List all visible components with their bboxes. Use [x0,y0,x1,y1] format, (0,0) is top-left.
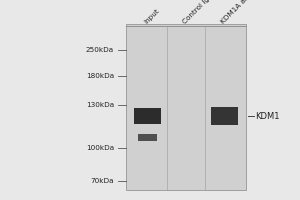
Text: KDM1: KDM1 [255,112,280,121]
Bar [138,134,158,141]
Text: 70kDa: 70kDa [91,178,114,184]
Text: Control IgG: Control IgG [182,0,215,25]
Text: KDM1A antibody: KDM1A antibody [220,0,267,25]
Text: 130kDa: 130kDa [86,102,114,108]
Text: Input: Input [143,7,161,25]
Bar [126,24,246,190]
Text: 100kDa: 100kDa [86,145,114,151]
Text: 180kDa: 180kDa [86,73,114,79]
Text: 250kDa: 250kDa [86,47,114,53]
Bar [211,107,238,125]
Bar [134,108,161,124]
